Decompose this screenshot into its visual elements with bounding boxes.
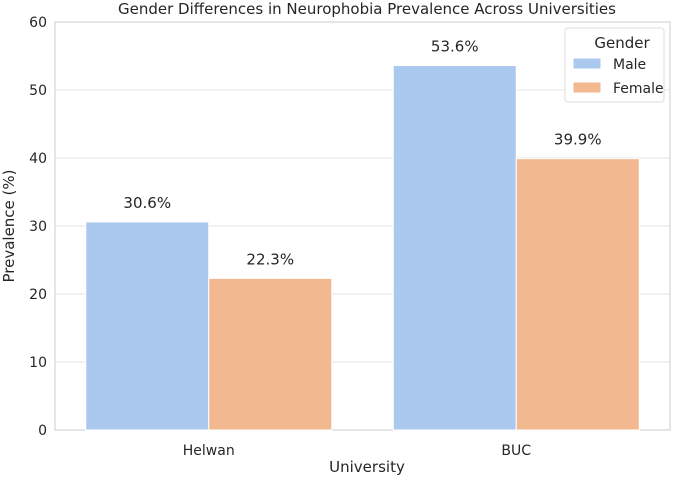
chart-title: Gender Differences in Neurophobia Preval…	[118, 0, 616, 18]
y-tick-label: 0	[38, 423, 47, 439]
legend-title: Gender	[594, 34, 650, 52]
plot-frame	[54, 21, 671, 431]
ticks: 0 10 20 30 40 50 60 Helwan BUC	[29, 15, 531, 459]
y-tick-label: 10	[29, 355, 47, 371]
y-tick-label: 30	[29, 219, 47, 235]
x-tick-label: BUC	[501, 443, 531, 459]
bar-male-helwan	[85, 221, 210, 431]
data-labels: 30.6% 22.3% 53.6% 39.9%	[123, 38, 601, 269]
bar-female-buc	[515, 158, 640, 431]
bars	[85, 65, 640, 431]
data-label: 22.3%	[246, 250, 294, 268]
y-axis-label: Prevalence (%)	[0, 169, 18, 282]
legend-label-female: Female	[613, 81, 664, 97]
legend-swatch-male	[572, 57, 602, 70]
y-tick-label: 50	[29, 83, 47, 99]
y-tick-label: 60	[29, 15, 47, 31]
legend-items: Male Female	[572, 57, 664, 97]
bar-male-buc	[392, 65, 517, 431]
data-label: 53.6%	[431, 38, 479, 56]
bar-female-helwan	[208, 277, 333, 431]
legend-swatch-female	[572, 81, 602, 94]
data-label: 30.6%	[123, 194, 171, 212]
y-tick-label: 20	[29, 287, 47, 303]
data-label: 39.9%	[554, 131, 602, 149]
x-axis-label: University	[329, 458, 405, 476]
y-tick-label: 40	[29, 151, 47, 167]
x-tick-label: Helwan	[183, 443, 235, 459]
legend: Gender Male Female	[564, 27, 665, 103]
legend-label-male: Male	[613, 57, 646, 73]
